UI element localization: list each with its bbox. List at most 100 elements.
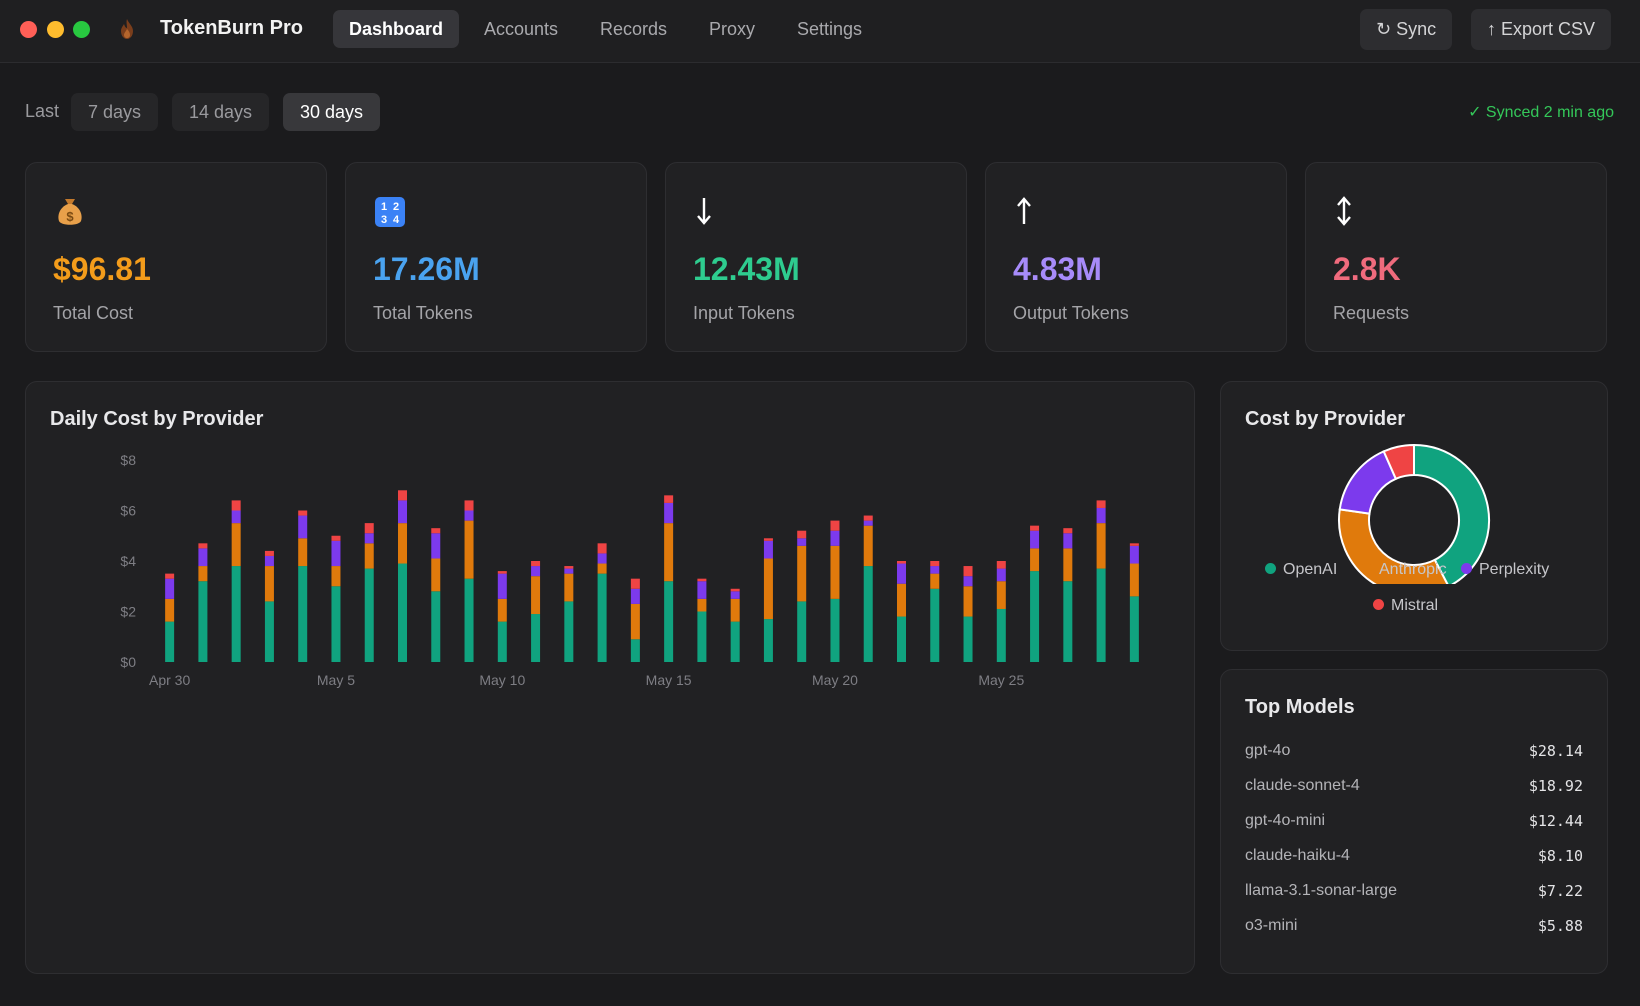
bar-segment-mistral[interactable]: [264, 550, 274, 556]
bar-segment-anthropic[interactable]: [1030, 548, 1040, 572]
bar-segment-mistral[interactable]: [1096, 500, 1106, 508]
bar-segment-openai[interactable]: [298, 566, 308, 662]
bar-segment-openai[interactable]: [165, 621, 175, 662]
bar-segment-mistral[interactable]: [364, 523, 374, 534]
bar-segment-openai[interactable]: [1063, 581, 1073, 662]
tab-dashboard[interactable]: Dashboard: [333, 10, 460, 48]
bar-segment-anthropic[interactable]: [531, 576, 541, 615]
bar-segment-anthropic[interactable]: [298, 538, 308, 567]
bar-segment-mistral[interactable]: [464, 500, 474, 511]
bar-segment-mistral[interactable]: [531, 561, 541, 567]
bar-segment-perplexity[interactable]: [531, 566, 541, 577]
legend-item-openai[interactable]: OpenAI: [1265, 561, 1337, 579]
bar-segment-openai[interactable]: [897, 616, 906, 662]
bar-segment-mistral[interactable]: [863, 515, 873, 521]
bar-segment-mistral[interactable]: [730, 588, 740, 592]
bar-segment-openai[interactable]: [1129, 596, 1139, 662]
bar-segment-mistral[interactable]: [597, 543, 607, 554]
model-row[interactable]: gpt-4o $28.14: [1245, 740, 1583, 764]
bar-segment-mistral[interactable]: [497, 571, 507, 574]
bar-segment-openai[interactable]: [963, 616, 973, 662]
tab-accounts[interactable]: Accounts: [484, 19, 559, 39]
minimize-window-button[interactable]: [47, 21, 64, 38]
tab-settings[interactable]: Settings: [797, 19, 863, 39]
bar-segment-openai[interactable]: [531, 614, 541, 662]
bar-segment-anthropic[interactable]: [730, 598, 740, 622]
bar-segment-anthropic[interactable]: [797, 545, 807, 602]
bar-segment-anthropic[interactable]: [597, 563, 607, 574]
bar-segment-mistral[interactable]: [1030, 525, 1040, 531]
bar-segment-perplexity[interactable]: [863, 520, 873, 526]
bar-segment-perplexity[interactable]: [564, 568, 574, 574]
bar-segment-mistral[interactable]: [1063, 528, 1073, 534]
legend-item-mistral[interactable]: Mistral: [1373, 597, 1438, 615]
bar-segment-mistral[interactable]: [797, 530, 807, 539]
bar-segment-anthropic[interactable]: [231, 523, 241, 567]
bar-segment-mistral[interactable]: [298, 510, 308, 516]
bar-segment-mistral[interactable]: [630, 578, 640, 589]
bar-segment-mistral[interactable]: [398, 490, 407, 501]
bar-segment-openai[interactable]: [597, 573, 607, 662]
bar-segment-mistral[interactable]: [231, 500, 241, 511]
bar-segment-mistral[interactable]: [996, 561, 1006, 569]
bar-segment-anthropic[interactable]: [431, 558, 441, 592]
bar-segment-perplexity[interactable]: [198, 548, 208, 567]
tab-proxy[interactable]: Proxy: [709, 19, 756, 39]
bar-segment-openai[interactable]: [398, 563, 407, 662]
bar-segment-anthropic[interactable]: [996, 581, 1006, 609]
bar-segment-openai[interactable]: [830, 598, 840, 662]
bar-segment-mistral[interactable]: [331, 535, 341, 541]
bar-segment-anthropic[interactable]: [398, 523, 407, 564]
bar-segment-perplexity[interactable]: [1063, 533, 1073, 549]
bar-segment-anthropic[interactable]: [697, 598, 707, 612]
bar-segment-mistral[interactable]: [763, 538, 773, 541]
bar-segment-openai[interactable]: [664, 581, 674, 662]
bar-segment-perplexity[interactable]: [830, 530, 840, 546]
bar-segment-openai[interactable]: [198, 581, 208, 662]
bar-segment-openai[interactable]: [497, 621, 507, 662]
bar-segment-perplexity[interactable]: [231, 510, 241, 524]
bar-segment-openai[interactable]: [996, 608, 1006, 662]
bar-segment-anthropic[interactable]: [364, 543, 374, 569]
legend-item-anthropic[interactable]: Anthropic: [1361, 561, 1447, 579]
bar-segment-mistral[interactable]: [897, 561, 906, 564]
bar-segment-mistral[interactable]: [431, 528, 441, 534]
model-row[interactable]: claude-sonnet-4 $18.92: [1245, 775, 1583, 799]
bar-segment-anthropic[interactable]: [897, 583, 906, 617]
bar-segment-anthropic[interactable]: [664, 523, 674, 582]
bar-segment-perplexity[interactable]: [763, 540, 773, 559]
bar-segment-anthropic[interactable]: [830, 545, 840, 599]
bar-segment-anthropic[interactable]: [863, 525, 873, 567]
bar-segment-mistral[interactable]: [198, 543, 208, 549]
bar-segment-mistral[interactable]: [697, 578, 707, 582]
bar-segment-perplexity[interactable]: [431, 533, 441, 559]
donut-slice-mistral[interactable]: [1382, 444, 1415, 481]
bar-segment-mistral[interactable]: [930, 561, 940, 567]
bar-segment-anthropic[interactable]: [930, 573, 940, 589]
legend-item-perplexity[interactable]: Perplexity: [1461, 561, 1549, 579]
bar-segment-openai[interactable]: [264, 601, 274, 662]
bar-segment-anthropic[interactable]: [198, 566, 208, 582]
tab-records[interactable]: Records: [600, 19, 668, 39]
bar-segment-perplexity[interactable]: [797, 538, 807, 546]
close-window-button[interactable]: [20, 21, 37, 38]
bar-segment-anthropic[interactable]: [1063, 548, 1073, 582]
bar-segment-perplexity[interactable]: [1030, 530, 1040, 549]
bar-segment-perplexity[interactable]: [996, 568, 1006, 582]
bar-segment-mistral[interactable]: [564, 566, 574, 569]
bar-segment-openai[interactable]: [630, 639, 640, 662]
bar-segment-mistral[interactable]: [664, 495, 674, 503]
bar-segment-openai[interactable]: [364, 568, 374, 662]
bar-segment-anthropic[interactable]: [165, 598, 175, 622]
bar-segment-anthropic[interactable]: [497, 598, 507, 622]
bar-segment-anthropic[interactable]: [1129, 563, 1139, 597]
bar-segment-openai[interactable]: [464, 578, 474, 662]
bar-segment-anthropic[interactable]: [1096, 523, 1106, 569]
bar-segment-perplexity[interactable]: [165, 578, 175, 599]
bar-segment-anthropic[interactable]: [564, 573, 574, 602]
bar-segment-openai[interactable]: [1096, 568, 1106, 662]
bar-segment-mistral[interactable]: [830, 520, 840, 531]
bar-segment-mistral[interactable]: [165, 573, 175, 579]
bar-segment-anthropic[interactable]: [630, 603, 640, 640]
bar-segment-perplexity[interactable]: [963, 576, 973, 587]
